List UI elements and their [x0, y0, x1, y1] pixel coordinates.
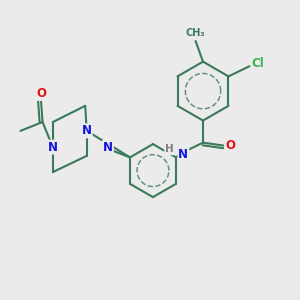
Text: H: H — [165, 144, 174, 154]
Text: Cl: Cl — [252, 57, 264, 70]
Text: CH₃: CH₃ — [186, 28, 206, 38]
Text: O: O — [36, 87, 46, 100]
Text: N: N — [82, 124, 92, 137]
Text: N: N — [103, 141, 113, 154]
Text: N: N — [48, 141, 58, 154]
Text: N: N — [178, 148, 188, 161]
Text: O: O — [225, 139, 235, 152]
